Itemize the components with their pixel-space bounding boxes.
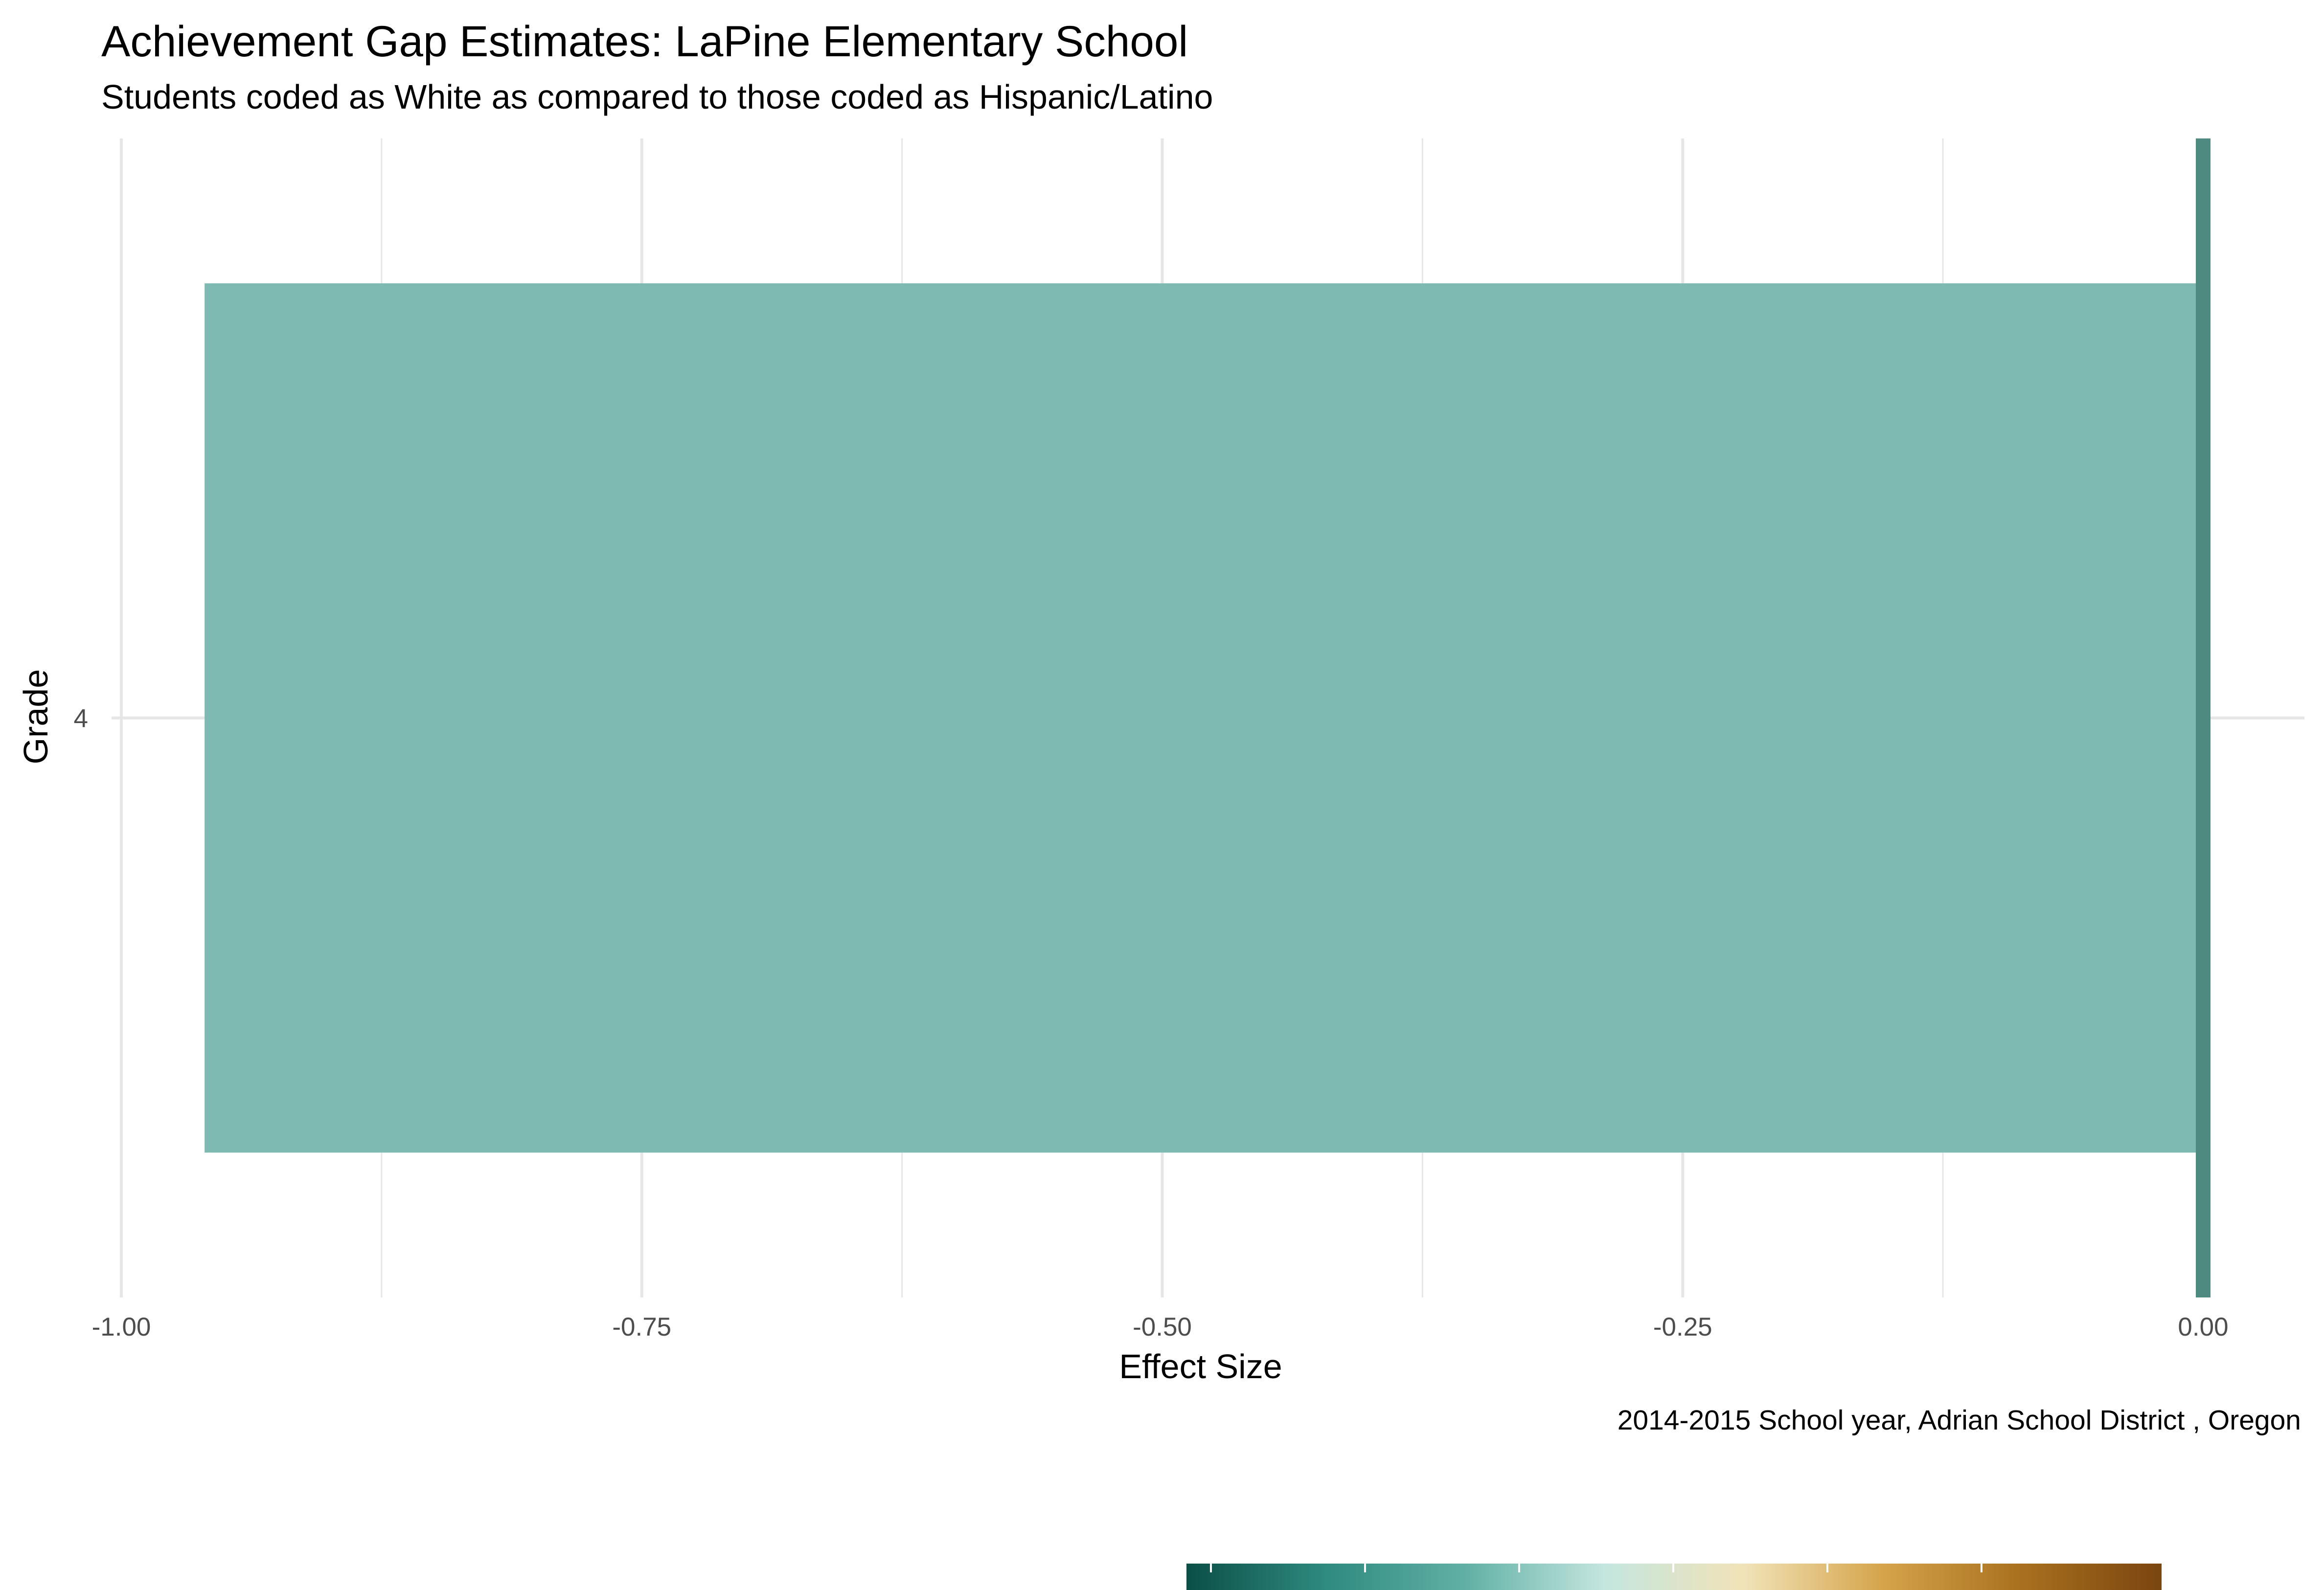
chart-subtitle: Students coded as White as compared to t… <box>101 78 1213 116</box>
x-tick-label: 0.00 <box>2178 1313 2228 1341</box>
x-axis-title: Effect Size <box>1119 1347 1282 1386</box>
bars <box>205 283 2204 1153</box>
chart-caption: 2014-2015 School year, Adrian School Dis… <box>1618 1405 2301 1436</box>
y-tick-label: 4 <box>74 704 88 733</box>
y-axis-title: Grade <box>17 669 55 765</box>
color-legend-ticks <box>1210 1564 1982 1572</box>
x-tick-label: -0.50 <box>1133 1313 1192 1341</box>
x-tick-label: -0.25 <box>1653 1313 1712 1341</box>
y-tick-labels: 4 <box>74 704 88 733</box>
x-tick-label: -0.75 <box>612 1313 671 1341</box>
x-tick-labels: -1.00 -0.75 -0.50 -0.25 0.00 <box>92 1313 2229 1341</box>
color-legend <box>1186 1564 2162 1590</box>
chart-title: Achievement Gap Estimates: LaPine Elemen… <box>101 17 1188 66</box>
x-tick-label: -1.00 <box>92 1313 151 1341</box>
bar-grade-4 <box>205 283 2204 1153</box>
